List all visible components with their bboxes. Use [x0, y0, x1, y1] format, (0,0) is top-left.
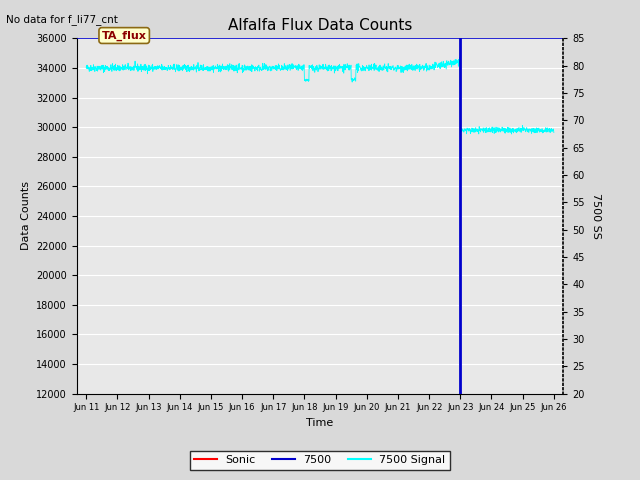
7500 Signal [83, 64, 90, 70]
7500 Signal [456, 54, 463, 60]
7500 Signal [550, 130, 557, 135]
7500 Signal [508, 131, 515, 137]
Y-axis label: Data Counts: Data Counts [20, 181, 31, 251]
X-axis label: Time: Time [307, 418, 333, 428]
7500 Signal [298, 65, 305, 71]
Line: 7500 Signal: 7500 Signal [86, 57, 554, 134]
Y-axis label: 7500 SS: 7500 SS [591, 193, 602, 239]
Text: TA_flux: TA_flux [102, 30, 147, 41]
7500 Signal [310, 64, 317, 70]
7500 Signal [537, 127, 545, 132]
Title: Alfalfa Flux Data Counts: Alfalfa Flux Data Counts [228, 18, 412, 33]
Text: No data for f_li77_cnt: No data for f_li77_cnt [6, 14, 118, 25]
Legend: Sonic, 7500, 7500 Signal: Sonic, 7500, 7500 Signal [190, 451, 450, 469]
7500 Signal [106, 66, 114, 72]
7500 Signal [451, 58, 458, 64]
7500 Signal [537, 127, 545, 133]
